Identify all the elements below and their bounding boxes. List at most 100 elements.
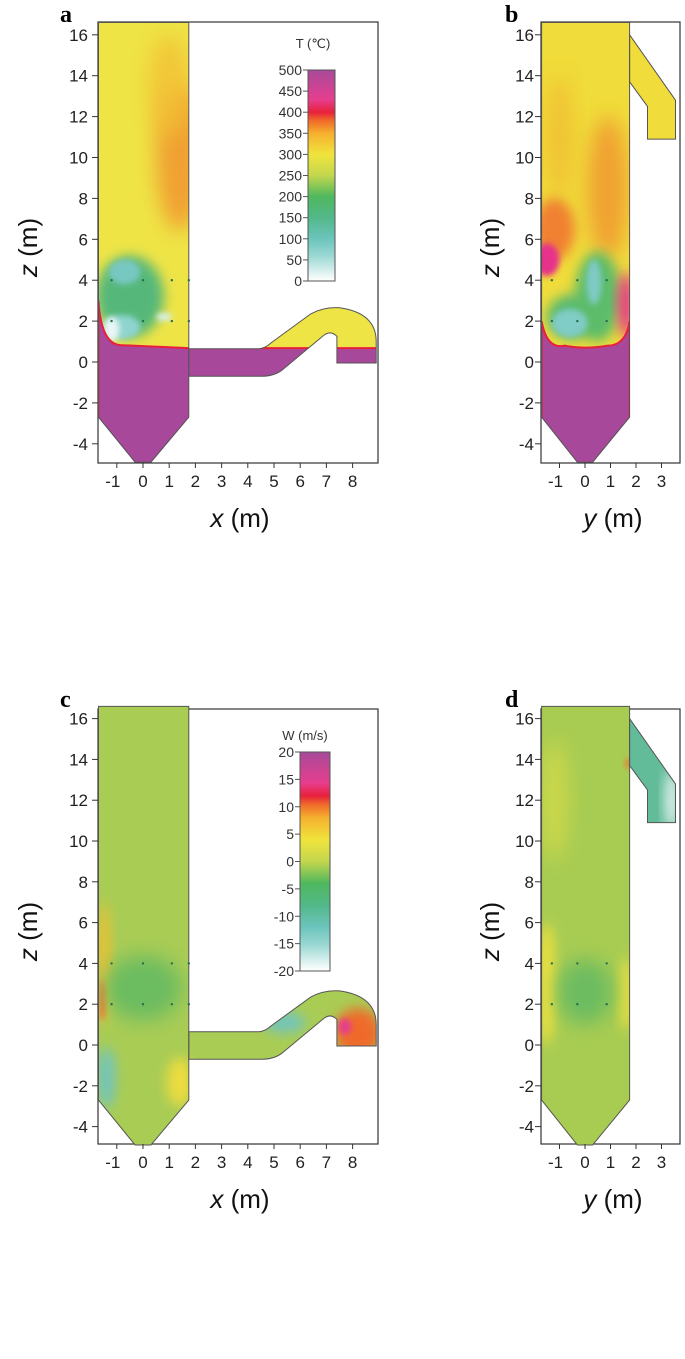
x-axis-var: x xyxy=(208,503,224,533)
x-tick-label: 4 xyxy=(243,472,252,491)
colorbar-tick-label: -15 xyxy=(274,936,294,952)
furnace-outline xyxy=(541,705,631,1146)
z-tick-label: 0 xyxy=(79,353,88,372)
x-tick-label: 0 xyxy=(138,472,147,491)
z-axis-label: z (m) xyxy=(475,902,505,962)
x-axis-var: x xyxy=(208,1184,224,1214)
duct-outline xyxy=(188,990,377,1060)
z-tick-label: 6 xyxy=(525,230,534,249)
z-tick-label: -2 xyxy=(73,394,88,413)
z-tick-label: -2 xyxy=(519,1077,534,1096)
nozzle-marker xyxy=(170,319,174,323)
nozzle-marker xyxy=(110,962,113,965)
colorbar-tick-label: 10 xyxy=(278,799,294,815)
field-region xyxy=(156,312,172,322)
z-tick-label: 16 xyxy=(69,26,88,45)
z-tick-label: 14 xyxy=(69,750,88,769)
x-tick-label: 8 xyxy=(348,472,357,491)
nozzle-marker xyxy=(576,319,579,323)
duct-outline xyxy=(629,717,676,824)
z-tick-label: 2 xyxy=(79,995,88,1014)
z-tick-label: -4 xyxy=(73,435,88,454)
x-tick-label: 3 xyxy=(217,472,226,491)
nozzle-marker xyxy=(550,319,554,323)
field-region xyxy=(546,75,573,199)
nozzle-marker xyxy=(187,962,191,965)
nozzle-marker xyxy=(110,279,113,282)
z-tick-label: 0 xyxy=(79,1036,88,1055)
z-axis-unit: (m) xyxy=(13,902,43,948)
x-tick-label: 0 xyxy=(580,1153,589,1172)
panel-letter: c xyxy=(60,687,71,713)
colorbar-tick-label: -10 xyxy=(274,908,294,924)
z-tick-label: -4 xyxy=(519,1118,534,1137)
z-axis-var: z xyxy=(13,264,43,278)
colorbar-tick-label: 5 xyxy=(286,826,294,842)
z-tick-label: 4 xyxy=(525,271,534,290)
field-region xyxy=(586,259,602,305)
z-axis-label: z (m) xyxy=(13,902,43,962)
colorbar-tick-label: -20 xyxy=(274,963,294,979)
x-tick-label: -1 xyxy=(105,472,120,491)
field-region xyxy=(108,259,141,285)
x-tick-label: -1 xyxy=(548,472,563,491)
furnace-outline xyxy=(98,22,190,463)
colorbar-tick-label: 50 xyxy=(286,252,302,268)
x-tick-label: 0 xyxy=(138,1153,147,1172)
z-tick-label: 14 xyxy=(69,67,88,86)
field-region xyxy=(551,308,588,338)
nozzle-marker xyxy=(141,319,145,323)
field-region xyxy=(556,959,614,1025)
z-tick-label: 14 xyxy=(515,750,534,769)
x-axis-unit: (m) xyxy=(223,503,269,533)
x-axis-var: y xyxy=(581,1184,598,1214)
z-axis-label: z (m) xyxy=(13,218,43,278)
panel-letter: b xyxy=(505,2,518,28)
z-tick-label: 2 xyxy=(79,312,88,331)
nozzle-marker xyxy=(605,319,608,323)
field-region xyxy=(541,922,556,1045)
colorbar-tick-label: 20 xyxy=(278,744,294,760)
z-tick-label: 4 xyxy=(79,271,88,290)
x-axis-unit: (m) xyxy=(223,1184,269,1214)
z-tick-label: 6 xyxy=(79,914,88,933)
x-tick-label: 1 xyxy=(606,1153,615,1172)
z-tick-label: -2 xyxy=(519,394,534,413)
colorbar-tick-label: 400 xyxy=(279,104,303,120)
z-tick-label: 6 xyxy=(79,230,88,249)
z-tick-label: 16 xyxy=(69,710,88,729)
nozzle-marker xyxy=(550,279,554,282)
x-tick-label: 2 xyxy=(191,1153,200,1172)
colorbar-title: T (℃) xyxy=(296,36,331,51)
x-tick-label: 2 xyxy=(191,472,200,491)
x-axis-label: x (m) xyxy=(208,1184,269,1214)
x-tick-label: 3 xyxy=(657,472,666,491)
field-region xyxy=(98,1047,116,1109)
nozzle-marker xyxy=(550,1003,554,1006)
panel-letter: d xyxy=(505,687,519,713)
colorbar-bar xyxy=(307,69,336,282)
z-tick-label: -4 xyxy=(519,435,534,454)
x-tick-label: 8 xyxy=(348,1153,357,1172)
colorbar-tick-label: -5 xyxy=(282,881,295,897)
z-axis-var: z xyxy=(475,264,505,278)
field-region xyxy=(103,317,120,342)
nozzle-marker xyxy=(170,279,174,282)
x-axis-unit: (m) xyxy=(596,503,642,533)
x-tick-label: 3 xyxy=(217,1153,226,1172)
x-axis-unit: (m) xyxy=(596,1184,642,1214)
x-axis-label: y (m) xyxy=(581,503,642,533)
nozzle-marker xyxy=(110,319,113,323)
furnace-outline xyxy=(98,705,190,1146)
field-region xyxy=(587,116,629,260)
furnace-outline xyxy=(541,22,631,463)
nozzle-marker xyxy=(576,279,579,282)
x-axis-var: y xyxy=(581,503,598,533)
nozzle-marker xyxy=(170,962,174,965)
z-axis-unit: (m) xyxy=(13,218,43,264)
z-tick-label: 2 xyxy=(525,312,534,331)
nozzle-marker xyxy=(605,1003,608,1006)
colorbar-tick-label: 0 xyxy=(286,854,294,870)
